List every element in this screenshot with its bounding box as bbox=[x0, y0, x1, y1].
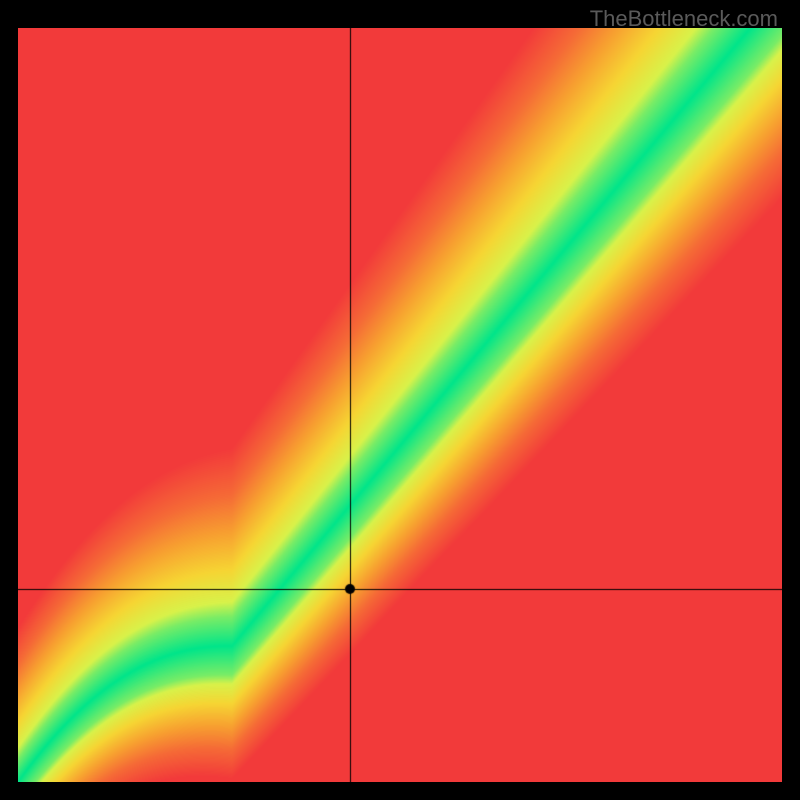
watermark-text: TheBottleneck.com bbox=[590, 6, 778, 32]
chart-container: TheBottleneck.com bbox=[0, 0, 800, 800]
heatmap-canvas bbox=[18, 28, 782, 782]
plot-area bbox=[18, 28, 782, 782]
